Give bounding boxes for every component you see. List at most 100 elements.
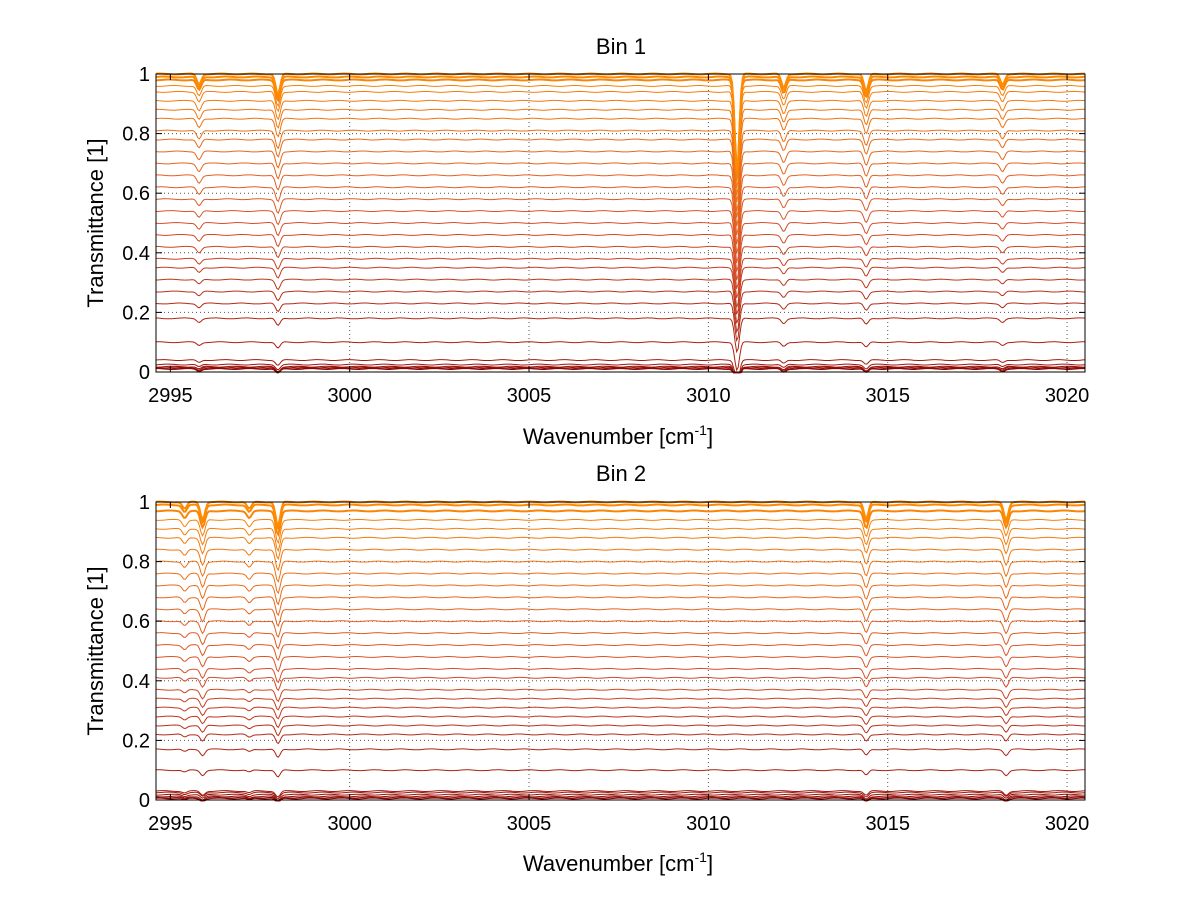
series-line-13 [155,697,1086,711]
chart-panel-bin-1: Bin 1 2995 3000 3005 3010 3015 3020 0 0.2 0.4 0.… [83,34,1089,449]
series-line-23 [156,138,1086,218]
x-tick-label: 3020 [1045,813,1090,835]
series-line-22 [155,150,1086,227]
y-tick-label: 0.2 [122,302,150,324]
x-tick-label: 3005 [507,385,552,407]
series-line-10 [155,290,1086,334]
series-line-26 [155,108,1086,196]
y-tick-label: 0.4 [122,671,150,693]
series-line-26 [155,548,1086,572]
x-tick-label: 2995 [148,385,193,407]
series-line-7 [155,341,1085,372]
x-axis-title-bin-1: Wavenumber [cm-1] [523,422,713,449]
chart-title-bin-1: Bin 1 [596,34,646,59]
y-tick-label: 0.4 [122,243,150,265]
series-line-16 [155,667,1086,684]
x-tick-label: 3000 [327,385,372,407]
y-axis-title-bin-1: Transmittance [1] [83,138,108,307]
x-tick-label: 3015 [865,385,910,407]
series-line-20 [155,620,1086,639]
series-line-5 [155,791,1086,800]
y-axis-title-bin-2: Transmittance [1] [83,566,108,735]
series-line-11 [155,715,1086,729]
series-line-4 [155,365,1086,374]
series-line-27 [155,536,1086,561]
series-line-17 [155,210,1086,272]
x-axis-bin-2: 2995 3000 3005 3010 3015 3020 [148,502,1089,835]
series-line-27 [155,99,1086,189]
series-line-8 [155,317,1086,354]
series-line-30 [155,509,1086,538]
plot-frame-bin-1 [155,73,1086,373]
series-line-20 [155,174,1086,245]
series-line-23 [156,584,1086,606]
x-tick-label: 2995 [148,813,193,835]
series-line-13 [155,257,1086,308]
series-line-24 [155,129,1086,212]
series-line-21 [155,162,1086,236]
x-axis-title-bin-2: Wavenumber [cm-1] [523,849,713,876]
y-tick-label: 0.2 [122,730,150,752]
y-tick-label: 1 [139,64,150,86]
plot-frame-bin-2 [155,501,1086,801]
series-line-29 [155,518,1085,545]
x-tick-label: 3020 [1045,385,1090,407]
series-line-12 [155,266,1086,315]
series-line-3 [155,795,1086,802]
series-line-7 [155,769,1085,778]
series-line-30 [155,78,1086,174]
x-axis-bin-1: 2995 3000 3005 3010 3015 3020 [148,74,1089,407]
plot-area-bin-2 [156,502,1085,800]
x-tick-label: 3005 [507,813,552,835]
series-line-11 [155,278,1086,324]
series-line-3 [155,366,1086,374]
y-tick-label: 0 [139,790,150,812]
series-line-18 [155,198,1086,263]
chart-panel-bin-2: Bin 2 2995 3000 3005 3010 3015 3020 0 0.2 0.4 0.… [83,461,1089,876]
series-line-19 [155,632,1086,650]
series-line-9 [155,733,1086,745]
y-tick-label: 1 [139,492,150,514]
series-line-15 [155,233,1086,289]
x-tick-label: 3015 [865,813,910,835]
y-tick-label: 0 [139,362,150,384]
y-axis-bin-2: 0 0.2 0.4 0.6 0.8 1 [122,492,1085,812]
series-line-6 [155,790,1086,798]
y-tick-label: 0.6 [122,611,150,633]
series-line-21 [155,608,1086,628]
series-line-15 [155,676,1086,692]
y-tick-label: 0.6 [122,183,150,205]
x-tick-label: 3010 [686,813,731,835]
series-line-31 [155,75,1086,171]
series-line-17 [155,656,1086,673]
y-axis-bin-1: 0 0.2 0.4 0.6 0.8 1 [122,64,1085,384]
series-line-19 [155,186,1086,254]
series-line-24 [155,572,1086,595]
series-line-4 [155,793,1086,802]
series-line-28 [155,90,1086,182]
series-line-9 [155,302,1086,343]
y-tick-label: 0.8 [122,124,150,146]
series-line-16 [155,222,1086,281]
series-line-14 [155,245,1086,299]
series-line-5 [155,363,1086,374]
series-line-1 [156,797,1086,802]
chart-title-bin-2: Bin 2 [596,461,646,486]
series-line-28 [155,527,1086,553]
y-tick-label: 0.8 [122,552,150,574]
series-line-2 [155,796,1086,802]
series-line-25 [155,560,1086,583]
series-line-6 [155,359,1086,374]
series-line-22 [155,596,1086,617]
series-line-12 [155,706,1086,720]
x-tick-label: 3000 [327,813,372,835]
series-line-25 [155,117,1086,203]
x-tick-label: 3010 [686,385,731,407]
series-line-8 [155,748,1086,758]
series-line-14 [155,688,1086,703]
series-line-31 [155,503,1086,532]
series-line-18 [155,644,1086,662]
series-line-10 [155,724,1086,737]
series-line-29 [155,84,1085,178]
